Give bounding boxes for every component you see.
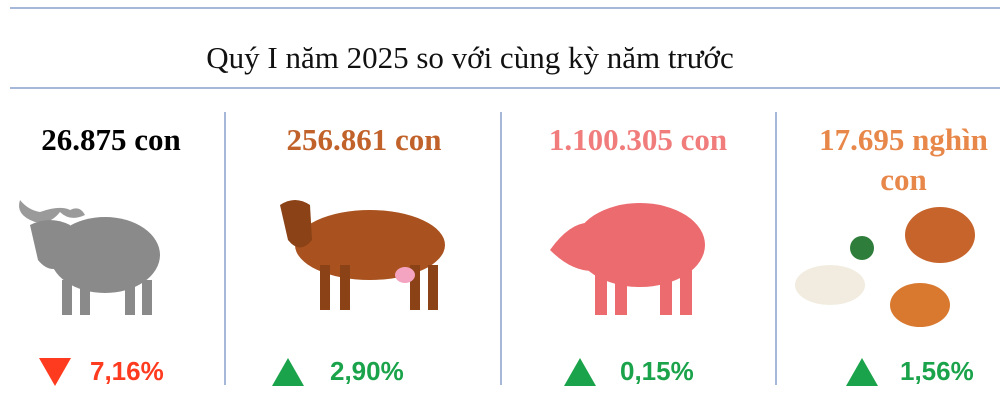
trend-arrow: [846, 358, 878, 386]
cow-icon: [280, 200, 445, 310]
count: 1.100.305 con: [504, 120, 772, 160]
change: 1,56%: [900, 356, 974, 387]
count: 17.695 nghìn con: [800, 120, 1007, 200]
pig-icon: [550, 203, 705, 315]
buffalo-icon: [19, 200, 160, 315]
trend-arrow: [272, 358, 304, 386]
title: Quý I năm 2025 so với cùng kỳ năm trước: [0, 40, 940, 76]
change: 7,16%: [90, 356, 164, 387]
infographic: Quý I năm 2025 so với cùng kỳ năm trước …: [0, 0, 1007, 414]
count: 26.875 con: [0, 120, 222, 160]
count: 256.861 con: [228, 120, 500, 160]
trend-arrow: [39, 358, 71, 386]
poultry-icon: [795, 207, 975, 327]
change: 0,15%: [620, 356, 694, 387]
trend-arrow: [564, 358, 596, 386]
change: 2,90%: [330, 356, 404, 387]
